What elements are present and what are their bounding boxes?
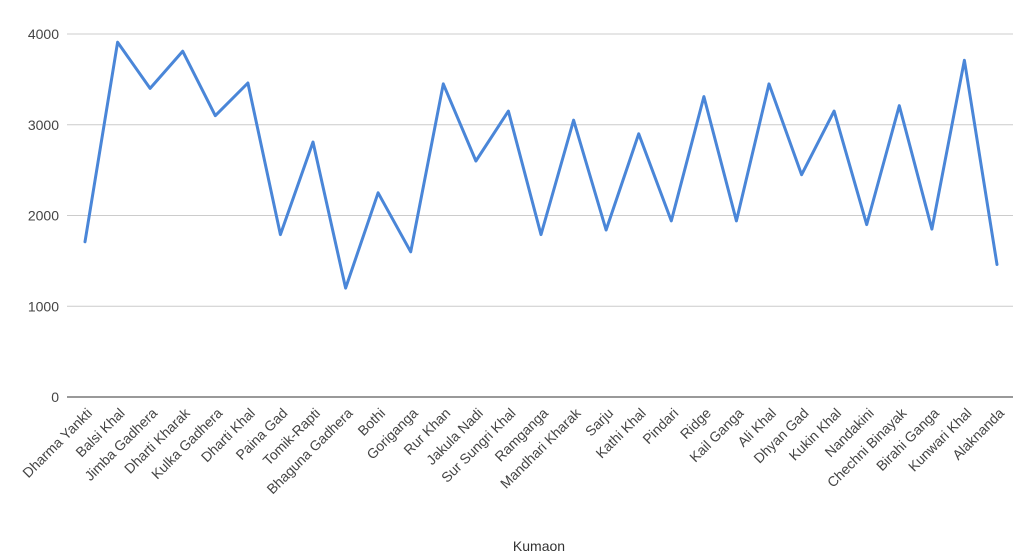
y-tick-label: 0 — [51, 389, 59, 405]
y-tick-label: 2000 — [28, 208, 59, 224]
series-line — [83, 40, 999, 290]
y-tick-label: 3000 — [28, 117, 59, 133]
y-axis-ticks: 0 1000 2000 3000 4000 — [28, 26, 59, 405]
series-lines — [83, 40, 999, 290]
x-tick-label: Pindari — [639, 405, 681, 447]
y-tick-label: 1000 — [28, 298, 59, 314]
gridlines — [67, 33, 1013, 398]
y-tick-label: 4000 — [28, 26, 59, 42]
x-axis-title: Kumaon — [513, 538, 565, 554]
